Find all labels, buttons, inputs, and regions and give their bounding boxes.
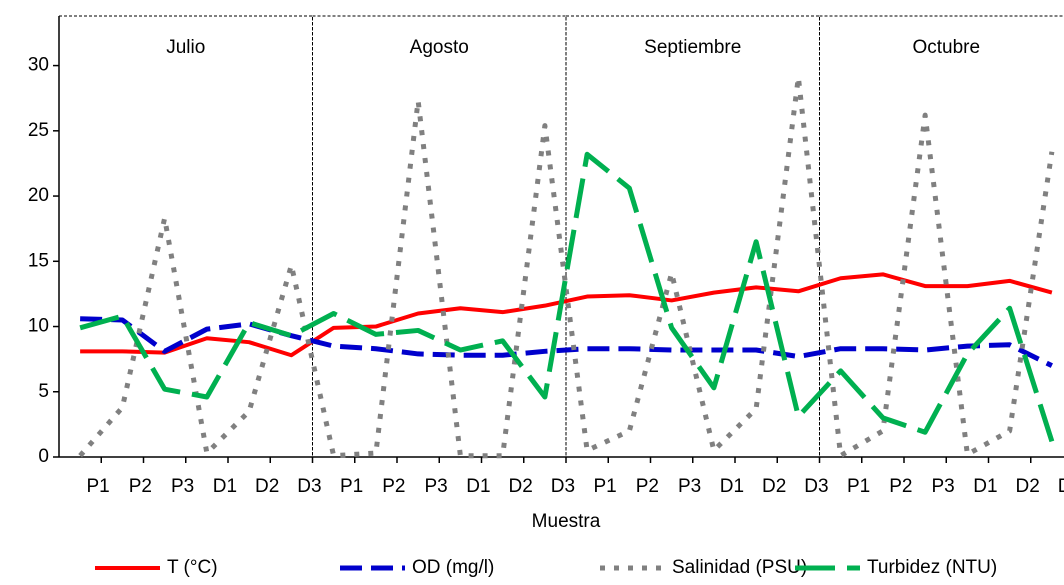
x-tick-label: D2 [255,476,279,497]
y-tick-label: 15 [28,250,49,271]
legend-label: Salinidad (PSU) [672,557,807,578]
y-tick-label: 5 [38,381,49,402]
x-tick-label: D3 [804,476,828,497]
y-tick-label: 0 [38,446,49,467]
series-line [79,151,1055,443]
group-label: Agosto [410,37,469,58]
x-tick-label: D2 [508,476,532,497]
legend-label: T (°C) [167,557,218,578]
group-frame [565,15,820,458]
x-tick-label: D1 [466,476,490,497]
y-tick-label: 10 [28,316,49,337]
y-tick-label: 25 [28,120,49,141]
x-tick-label: P2 [382,476,405,497]
x-tick-label: D3 [1058,476,1064,497]
x-tick-label: P2 [889,476,912,497]
x-tick-label: D3 [551,476,575,497]
x-tick-label: P3 [932,476,955,497]
x-tick-label: P1 [87,476,110,497]
x-tick-label: D1 [213,476,237,497]
group-frame [312,15,567,458]
x-tick-label: P1 [340,476,363,497]
x-tick-label: D1 [973,476,997,497]
legend-label: Turbidez (NTU) [867,557,997,578]
x-tick-label: D2 [762,476,786,497]
series-line [80,316,1053,368]
x-tick-label: P3 [678,476,701,497]
group-label: Octubre [912,37,980,58]
group-label: Septiembre [644,37,741,58]
x-tick-label: P2 [636,476,659,497]
x-tick-label: P2 [129,476,152,497]
x-tick-label: P1 [847,476,870,497]
x-tick-label: P1 [594,476,617,497]
legend-label: OD (mg/l) [412,557,494,578]
x-tick-label: P3 [425,476,448,497]
x-tick-label: D1 [720,476,744,497]
group-frame [58,15,313,458]
y-tick-label: 30 [28,55,49,76]
y-tick-label: 20 [28,185,49,206]
x-tick-label: D3 [297,476,321,497]
x-tick-label: P3 [171,476,194,497]
series-line [80,272,1053,358]
series-line [78,74,1055,459]
x-tick-label: D2 [1015,476,1039,497]
group-label: Julio [166,37,205,58]
x-axis-label: Muestra [532,511,601,532]
